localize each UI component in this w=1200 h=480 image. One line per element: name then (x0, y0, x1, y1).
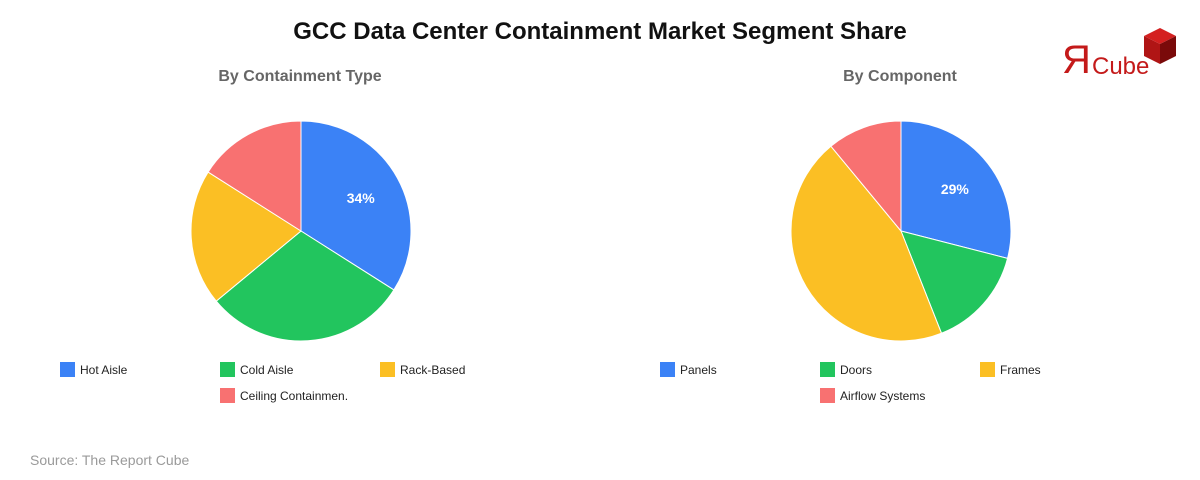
legend-swatch (980, 362, 995, 377)
legend-swatch (380, 362, 395, 377)
pie-slice[interactable] (900, 230, 1009, 334)
legend-label: Cold Aisle (240, 362, 294, 377)
pie-panel-containment-type: By Containment Type 34% Hot Aisle Cold A… (0, 0, 600, 430)
slice-label: 34% (347, 190, 376, 206)
chart-title: GCC Data Center Containment Market Segme… (293, 18, 907, 45)
pie-panel-component: By Component 29% Panels Doors Frames Air… (600, 0, 1200, 430)
legend-swatch (660, 362, 675, 377)
legend-item[interactable]: Hot Aisle (60, 362, 127, 377)
pie-subtitle: By Containment Type (218, 68, 382, 85)
legend-item[interactable]: Ceiling Containmen. (220, 388, 348, 403)
legend-item[interactable]: Airflow Systems (820, 388, 925, 403)
source-note: Source: The Report Cube (30, 452, 190, 468)
legend-swatch (220, 388, 235, 403)
legend-item[interactable]: Rack-Based (380, 362, 465, 377)
legend-item[interactable]: Panels (660, 362, 717, 377)
pie-slice[interactable] (790, 145, 943, 342)
slice-label: 29% (941, 181, 970, 197)
pie-slice[interactable] (190, 171, 302, 302)
cube-icon (1144, 28, 1176, 64)
legend-swatch (820, 362, 835, 377)
logo-mark: Я (1062, 38, 1091, 82)
pie-chart-component: 29% (790, 120, 1012, 342)
legend-label: Frames (1000, 362, 1041, 377)
pie-chart-containment-type: 34% (190, 120, 412, 342)
pie-slice[interactable] (215, 230, 395, 342)
legend-item[interactable]: Doors (820, 362, 872, 377)
legend-label: Ceiling Containmen. (240, 388, 349, 403)
pie-slice[interactable] (300, 120, 412, 291)
pie-slice[interactable] (830, 120, 902, 233)
legend-swatch (220, 362, 235, 377)
pie-slice[interactable] (207, 120, 302, 232)
report-cube-logo: Я Cube (1060, 26, 1186, 82)
legend-label: Airflow Systems (840, 388, 926, 403)
pie-subtitle: By Component (843, 68, 957, 85)
legend-swatch (60, 362, 75, 377)
legend-label: Rack-Based (400, 362, 466, 377)
legend-item[interactable]: Cold Aisle (220, 362, 293, 377)
logo-text: Cube (1092, 53, 1150, 80)
legend-label: Panels (680, 362, 717, 377)
pie-slice[interactable] (900, 120, 1012, 259)
legend-label: Doors (840, 362, 873, 377)
legend-label: Hot Aisle (80, 362, 128, 377)
legend-item[interactable]: Frames (980, 362, 1041, 377)
legend-swatch (820, 388, 835, 403)
